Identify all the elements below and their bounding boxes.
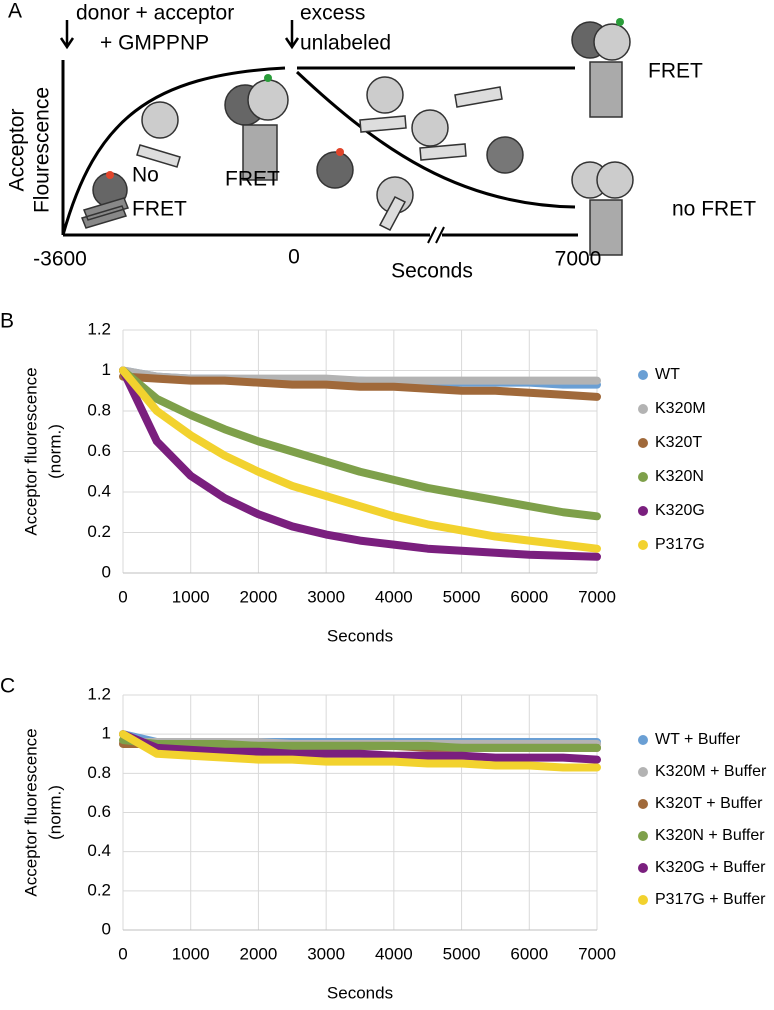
- x-tick-label: 7000: [578, 587, 616, 606]
- y-label: (norm.): [45, 785, 64, 840]
- arrow-label: + GMPPNP: [100, 32, 209, 55]
- series-line: [119, 730, 601, 772]
- x-tick-label: 7000: [555, 248, 602, 271]
- y-tick-label: 0.6: [87, 802, 111, 821]
- state-label: FRET: [648, 60, 703, 83]
- legend-marker: [638, 506, 648, 516]
- x-tick-label: 4000: [375, 944, 413, 963]
- y-tick-label: 0.4: [87, 841, 111, 860]
- y-tick-label: 0.6: [87, 441, 111, 460]
- legend-marker: [638, 370, 648, 380]
- arrow-label: donor + acceptor: [76, 2, 234, 25]
- legend-label: P317G: [655, 536, 705, 553]
- legend-marker: [638, 863, 648, 873]
- y-tick-label: 1: [102, 360, 111, 379]
- x-tick-label: 7000: [578, 944, 616, 963]
- y-label: Flourescence: [31, 87, 54, 213]
- legend-marker: [638, 472, 648, 482]
- y-label: Acceptor fluorescence: [21, 728, 40, 896]
- x-tick-label: 1000: [172, 587, 210, 606]
- y-tick-label: 0: [102, 919, 111, 938]
- arrow-label: unlabeled: [300, 32, 391, 55]
- legend-label: K320M + Buffer: [655, 763, 767, 780]
- legend-label: P317G + Buffer: [655, 891, 766, 908]
- legend-marker: [638, 438, 648, 448]
- legend-label: WT + Buffer: [655, 731, 741, 748]
- series-line: [119, 372, 601, 401]
- x-tick-label: 2000: [240, 944, 278, 963]
- y-label: (norm.): [45, 424, 64, 479]
- y-label: Acceptor: [6, 109, 29, 192]
- panel-label: B: [0, 310, 14, 333]
- state-label: No: [132, 164, 159, 187]
- arrows: [59, 20, 300, 50]
- x-label: Seconds: [327, 983, 393, 1002]
- x-label: Seconds: [327, 626, 393, 645]
- x-tick-label: 5000: [443, 944, 481, 963]
- schematic-axes: [61, 60, 578, 237]
- dissociation-curves: [295, 66, 576, 209]
- y-tick-label: 0.4: [87, 481, 111, 500]
- panel-label: A: [8, 0, 22, 23]
- legend-label: K320N: [655, 468, 704, 485]
- x-tick-label: 5000: [443, 587, 481, 606]
- x-tick-label: 0: [288, 246, 300, 269]
- x-tick-label: 0: [118, 587, 127, 606]
- state-label: FRET: [132, 198, 187, 221]
- legend-marker: [638, 895, 648, 905]
- y-tick-label: 0: [102, 562, 111, 581]
- legend-label: K320T: [655, 434, 702, 451]
- series-line: [119, 366, 601, 561]
- x-tick-label: 0: [118, 944, 127, 963]
- legend-label: K320G: [655, 502, 705, 519]
- legend-marker: [638, 735, 648, 745]
- axis-break: [427, 226, 445, 244]
- panel-label: C: [0, 675, 15, 698]
- legend-marker: [638, 404, 648, 414]
- x-tick-label: 3000: [307, 587, 345, 606]
- x-label: Seconds: [391, 260, 473, 283]
- y-label: Acceptor fluorescence: [21, 367, 40, 535]
- x-tick-label: 2000: [240, 587, 278, 606]
- x-tick-label: -3600: [33, 248, 87, 271]
- series-line: [119, 366, 601, 553]
- y-tick-label: 0.2: [87, 880, 111, 899]
- state-label: no FRET: [672, 198, 756, 221]
- y-tick-label: 1.2: [87, 319, 111, 338]
- legend-marker: [638, 767, 648, 777]
- legend-marker: [638, 831, 648, 841]
- legend-label: WT: [655, 366, 680, 383]
- x-tick-label: 3000: [307, 944, 345, 963]
- state-label: FRET: [225, 168, 280, 191]
- legend-label: K320M: [655, 400, 706, 417]
- x-tick-label: 6000: [510, 944, 548, 963]
- legend-marker: [638, 540, 648, 550]
- y-tick-label: 0.8: [87, 763, 111, 782]
- arrow-label: excess: [300, 2, 365, 25]
- legend-label: K320G + Buffer: [655, 859, 766, 876]
- series-line: [119, 736, 601, 752]
- legend-marker: [638, 799, 648, 809]
- x-tick-label: 6000: [510, 587, 548, 606]
- y-tick-label: 1: [102, 724, 111, 743]
- series-line: [119, 730, 601, 764]
- y-tick-label: 0.8: [87, 400, 111, 419]
- association-curve: [61, 66, 286, 236]
- series-line: [119, 366, 601, 521]
- x-tick-label: 1000: [172, 944, 210, 963]
- legend-label: K320T + Buffer: [655, 795, 763, 812]
- y-tick-label: 0.2: [87, 522, 111, 541]
- legend-label: K320N + Buffer: [655, 827, 765, 844]
- x-tick-label: 4000: [375, 587, 413, 606]
- schematic: A donor + acceptor + GMPPNP excess unlab…: [6, 0, 757, 283]
- proteins: [80, 18, 634, 256]
- y-tick-label: 1.2: [87, 684, 111, 703]
